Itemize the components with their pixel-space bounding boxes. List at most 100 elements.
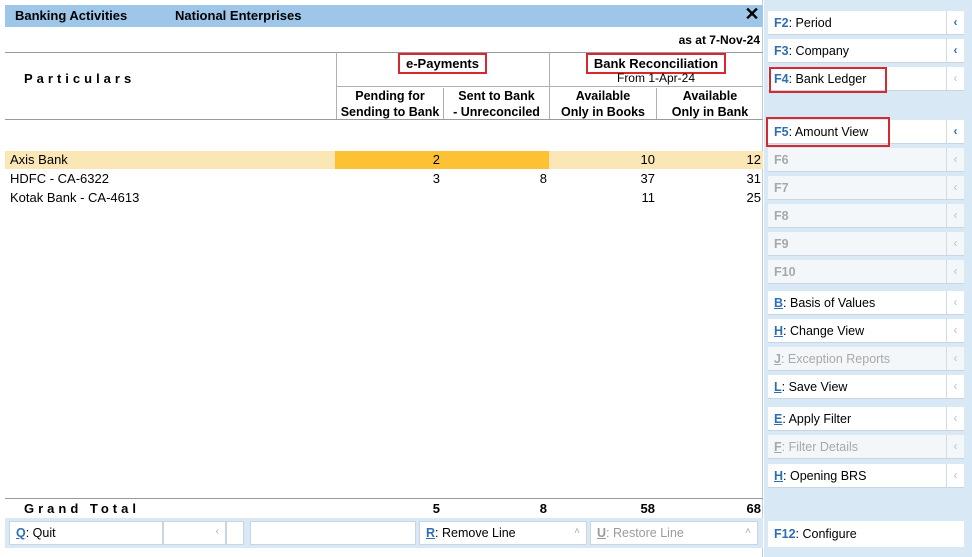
chevron-left-icon: ‹ [946, 347, 964, 370]
remove-key: R [426, 526, 436, 540]
h-key: H [774, 469, 784, 483]
f10-key: F10 [774, 265, 796, 279]
col-divider [443, 88, 444, 119]
cell-books[interactable]: 10 [640, 152, 655, 167]
amount-view-button[interactable]: F5: Amount View ‹ [766, 117, 964, 147]
cell-pending[interactable]: 3 [432, 171, 440, 186]
chevron-left-icon: ‹ [946, 148, 964, 171]
col-header-line: Pending for [355, 89, 425, 103]
f10-button: F10 ‹ [768, 260, 964, 284]
as-at-date: as at 7-Nov-24 [678, 33, 760, 47]
apply-filter-button[interactable]: E: Apply Filter ‹ [768, 407, 964, 431]
b-key: B [774, 296, 784, 310]
bank-ledger-label: : Bank Ledger [788, 72, 867, 86]
chevron-left-icon: ‹ [946, 464, 964, 487]
chevron-left-icon: ‹ [946, 176, 964, 199]
f7-button: F7 ‹ [768, 176, 964, 200]
company-label: : Company [788, 44, 850, 58]
cell-sent[interactable]: 8 [539, 171, 547, 186]
chevron-left-icon: ‹ [946, 39, 964, 62]
cell-bank[interactable]: 31 [746, 171, 761, 186]
l-key: L [774, 380, 782, 394]
period-button[interactable]: F2: Period ‹ [768, 11, 964, 35]
chevron-left-icon: ‹ [946, 11, 964, 34]
grand-total-label: Grand Total [24, 501, 140, 516]
title-bar: Banking Activities National Enterprises … [5, 4, 763, 27]
bottom-empty-button: ‹ [163, 521, 226, 545]
button-bar: F2: Period ‹ F3: Company ‹ F4: Bank Ledg… [764, 0, 972, 557]
table-row[interactable]: HDFC - CA-6322 3 8 37 31 [5, 170, 763, 188]
col-header-line: Sent to Bank [458, 89, 535, 103]
close-icon[interactable]: ✕ [744, 4, 760, 24]
chevron-left-icon: ‹ [946, 319, 964, 342]
cell-books[interactable]: 11 [641, 190, 656, 205]
report-panel: Banking Activities National Enterprises … [5, 0, 763, 557]
bank-ledger-button[interactable]: F4: Bank Ledger ‹ [768, 67, 964, 93]
e-key: E [774, 412, 783, 426]
f12-key: F12 [774, 527, 796, 541]
epayments-group-header: e-Payments [336, 53, 549, 74]
h-key: H [774, 324, 784, 338]
apply-filter-label: : Apply Filter [782, 412, 852, 426]
f-key: F [774, 440, 782, 454]
chevron-left-icon: ‹ [946, 375, 964, 398]
chevron-left-icon: ‹ [946, 407, 964, 430]
col-header-line: - Unreconciled [453, 105, 540, 119]
grand-total-row: Grand Total 5 8 58 68 [5, 500, 763, 518]
highlight-box [766, 117, 890, 147]
table-row[interactable]: Kotak Bank - CA-4613 11 25 [5, 189, 763, 207]
opening-brs-button[interactable]: H: Opening BRS ‹ [768, 464, 964, 488]
f8-button: F8 ‹ [768, 204, 964, 228]
col-header-line: Available [682, 89, 738, 103]
restore-line-button[interactable]: U: Restore Line ˄ [590, 521, 758, 545]
chevron-left-icon: ‹ [946, 435, 964, 458]
cell-bank[interactable]: 12 [746, 152, 761, 167]
restore-key: U [597, 526, 607, 540]
quit-button[interactable]: Q: Quit [9, 521, 163, 545]
col-header-line: Only in Books [560, 105, 646, 119]
save-view-button[interactable]: L: Save View ‹ [768, 375, 964, 399]
cell-pending[interactable]: 2 [432, 152, 440, 167]
cell-books[interactable]: 37 [640, 171, 655, 186]
bottom-empty-button [226, 521, 244, 545]
f7-key: F7 [774, 181, 789, 195]
chevron-up-icon: ˄ [574, 526, 580, 537]
total-books: 58 [640, 501, 655, 516]
col-header-line: Available [575, 89, 631, 103]
table-row[interactable]: Axis Bank 2 10 12 [5, 151, 763, 169]
company-button[interactable]: F3: Company ‹ [768, 39, 964, 63]
basis-of-values-button[interactable]: B: Basis of Values ‹ [768, 291, 964, 315]
f9-button: F9 ‹ [768, 232, 964, 256]
f6-key: F6 [774, 153, 789, 167]
total-pending: 5 [432, 501, 440, 516]
filter-details-label: : Filter Details [781, 440, 859, 454]
f2-key: F2 [774, 16, 789, 30]
grand-total-divider [5, 498, 763, 499]
col-divider [336, 52, 337, 119]
basis-of-values-label: : Basis of Values [783, 296, 876, 310]
chevron-up-icon: ˄ [745, 526, 751, 537]
amount-view-label: : Amount View [788, 125, 869, 139]
opening-brs-label: : Opening BRS [783, 469, 867, 483]
chevron-left-icon: ‹ [946, 260, 964, 283]
col-header-bank: Available Only in Bank [657, 88, 763, 120]
configure-button[interactable]: F12: Configure [768, 521, 964, 547]
j-key: J [774, 352, 781, 366]
cell-bank[interactable]: 25 [746, 190, 761, 205]
total-sent: 8 [539, 501, 547, 516]
f4-key: F4 [774, 72, 789, 86]
selected-cell-highlight [335, 151, 549, 169]
row-name: HDFC - CA-6322 [10, 171, 109, 186]
group-divider [336, 86, 763, 87]
change-view-button[interactable]: H: Change View ‹ [768, 319, 964, 343]
company-name: National Enterprises [175, 8, 302, 23]
exception-reports-label: : Exception Reports [780, 352, 891, 366]
restore-label: : Restore Line [606, 526, 684, 540]
period-label: : Period [788, 16, 832, 30]
col-header-line: Sending to Bank [340, 105, 440, 119]
remove-line-button[interactable]: R: Remove Line ˄ [419, 521, 587, 545]
chevron-left-icon: ‹ [946, 120, 964, 143]
remove-label: : Remove Line [435, 526, 516, 540]
change-view-label: : Change View [783, 324, 865, 338]
header-divider-bottom [5, 119, 763, 120]
